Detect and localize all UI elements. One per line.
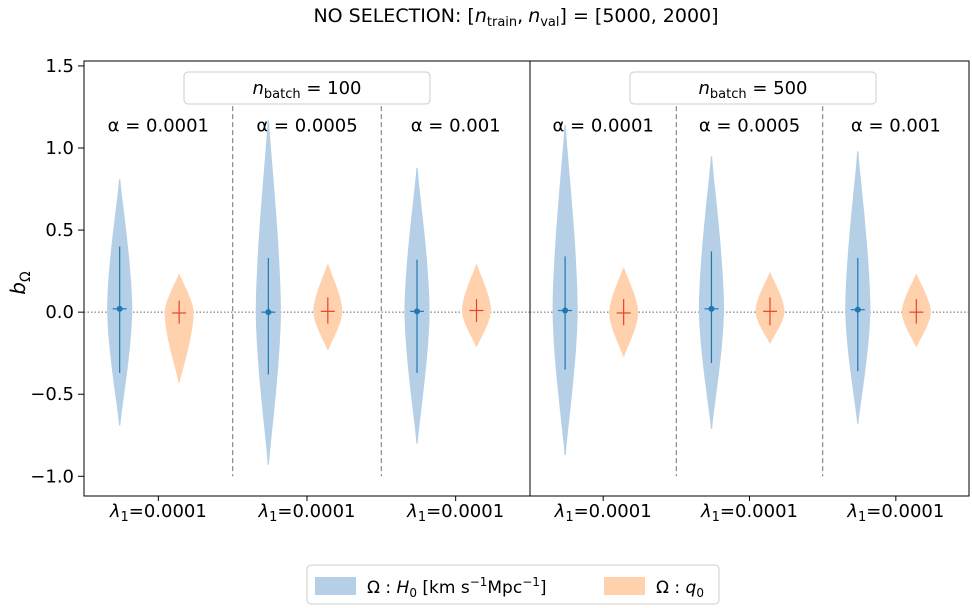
- legend-label-h0: Ω : H0 [km s−1Mpc−1]: [367, 575, 547, 600]
- x-tick-label: λ1=0.0001: [406, 501, 504, 525]
- y-tick-label: −0.5: [30, 384, 74, 405]
- alpha-label: α = 0.0001: [552, 116, 653, 137]
- alpha-label: α = 0.0001: [108, 116, 209, 137]
- h0-median-point: [854, 306, 861, 313]
- x-tick-label: λ1=0.0001: [700, 501, 798, 525]
- y-tick-label: 0.5: [45, 220, 74, 241]
- y-axis-ticks: 1.5 1.0 0.5 0.0 −0.5 −1.0: [30, 56, 84, 487]
- h0-median-point: [708, 305, 715, 312]
- x-tick-label: λ1=0.0001: [846, 501, 944, 525]
- alpha-label: α = 0.001: [411, 116, 501, 137]
- chart-title: NO SELECTION: [ntrain, nval] = [5000, 200…: [313, 5, 718, 30]
- legend-swatch-h0: [315, 577, 356, 595]
- svg-text:nbatch = 500: nbatch = 500: [698, 78, 807, 102]
- alpha-label: α = 0.001: [851, 116, 941, 137]
- h0-median-point: [414, 308, 421, 315]
- h0-median-point: [562, 307, 569, 314]
- legend-swatch-q0: [604, 577, 645, 595]
- alpha-label: α = 0.0005: [699, 116, 800, 137]
- h0-median-point: [116, 305, 123, 312]
- alpha-label: α = 0.0005: [256, 116, 357, 137]
- panel-left: α = 0.0001 α = 0.0005 α = 0.001: [83, 60, 531, 497]
- legend: Ω : H0 [km s−1Mpc−1] Ω : q0: [306, 564, 720, 605]
- batch-label-box-left: nbatch = 100: [183, 71, 431, 105]
- x-axis-ticks: λ1=0.0001 λ1=0.0001 λ1=0.0001 λ1=0.0001 λ1=0…: [109, 496, 944, 525]
- y-tick-label: 1.5: [45, 56, 74, 77]
- y-tick-label: 1.0: [45, 138, 74, 159]
- h0-median-point: [265, 309, 272, 316]
- violin-q0: [164, 274, 194, 383]
- panel-right: α = 0.0001 α = 0.0005 α = 0.001: [529, 60, 970, 497]
- svg-text:nbatch = 100: nbatch = 100: [252, 78, 361, 102]
- x-tick-label: λ1=0.0001: [554, 501, 652, 525]
- batch-label-box-right: nbatch = 500: [629, 71, 877, 105]
- legend-label-q0: Ω : q0: [656, 578, 704, 600]
- y-tick-label: −1.0: [30, 466, 74, 487]
- x-tick-label: λ1=0.0001: [109, 501, 207, 525]
- x-tick-label: λ1=0.0001: [257, 501, 355, 525]
- y-axis-label: bΩ: [6, 271, 34, 295]
- y-tick-label: 0.0: [45, 302, 74, 323]
